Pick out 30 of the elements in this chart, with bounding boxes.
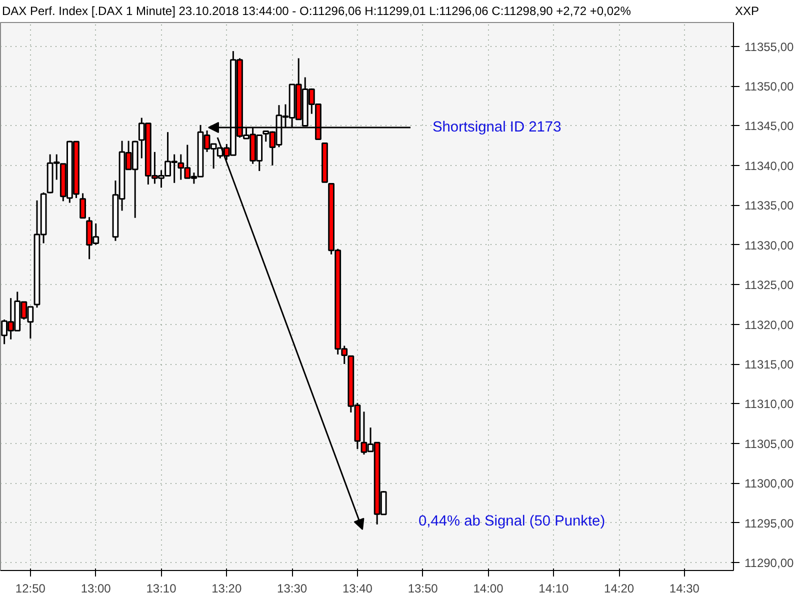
y-tick-label: 11290,00 [744, 556, 794, 570]
x-tick-label: 14:10 [538, 582, 570, 596]
x-tick-label: 13:50 [408, 582, 438, 596]
y-tick-label: 11295,00 [744, 516, 794, 530]
y-tick-label: 11305,00 [744, 436, 794, 451]
x-tick-label: 14:00 [473, 582, 504, 596]
annotation: 0,44% ab Signal (50 Punkte) [418, 514, 606, 530]
y-tick-label: 11320,00 [744, 318, 794, 332]
x-tick-label: 12:50 [15, 582, 46, 596]
text: XXP [735, 3, 760, 20]
x-tick-label: 14:20 [604, 582, 634, 596]
y-tick-label: 11335,00 [744, 198, 794, 213]
x-tick-label: 13:30 [277, 582, 308, 596]
x-tick-label: 13:10 [146, 582, 177, 596]
chart-title: DAX Perf. Index [.DAX 1 Minute] 23.10.2018 13:44:00 - O:11296,06 H:11299,01 L:11296,06 C:11298,90 +2,72 +0,02% [2, 3, 631, 20]
candlestick [80, 192, 86, 219]
y-tick-label: 11310,00 [744, 397, 794, 412]
x-tick-label: 13:40 [342, 582, 373, 596]
y-tick-label: 11350,00 [744, 80, 794, 94]
y-tick-label: 11355,00 [744, 40, 794, 54]
y-tick-label: 11315,00 [744, 358, 794, 372]
y-tick-label: 11345,00 [744, 119, 794, 134]
x-tick-label: 13:00 [80, 582, 112, 596]
y-tick-label: 11340,00 [744, 158, 794, 173]
x-tick-label: 13:20 [212, 582, 242, 596]
y-tick-label: 11300,00 [744, 476, 794, 491]
y-tick-label: 11330,00 [744, 238, 794, 252]
annotation: Shortsignal ID 2173 [432, 120, 562, 136]
y-tick-label: 11325,00 [744, 278, 794, 292]
x-tick-label: 14:30 [669, 582, 700, 596]
